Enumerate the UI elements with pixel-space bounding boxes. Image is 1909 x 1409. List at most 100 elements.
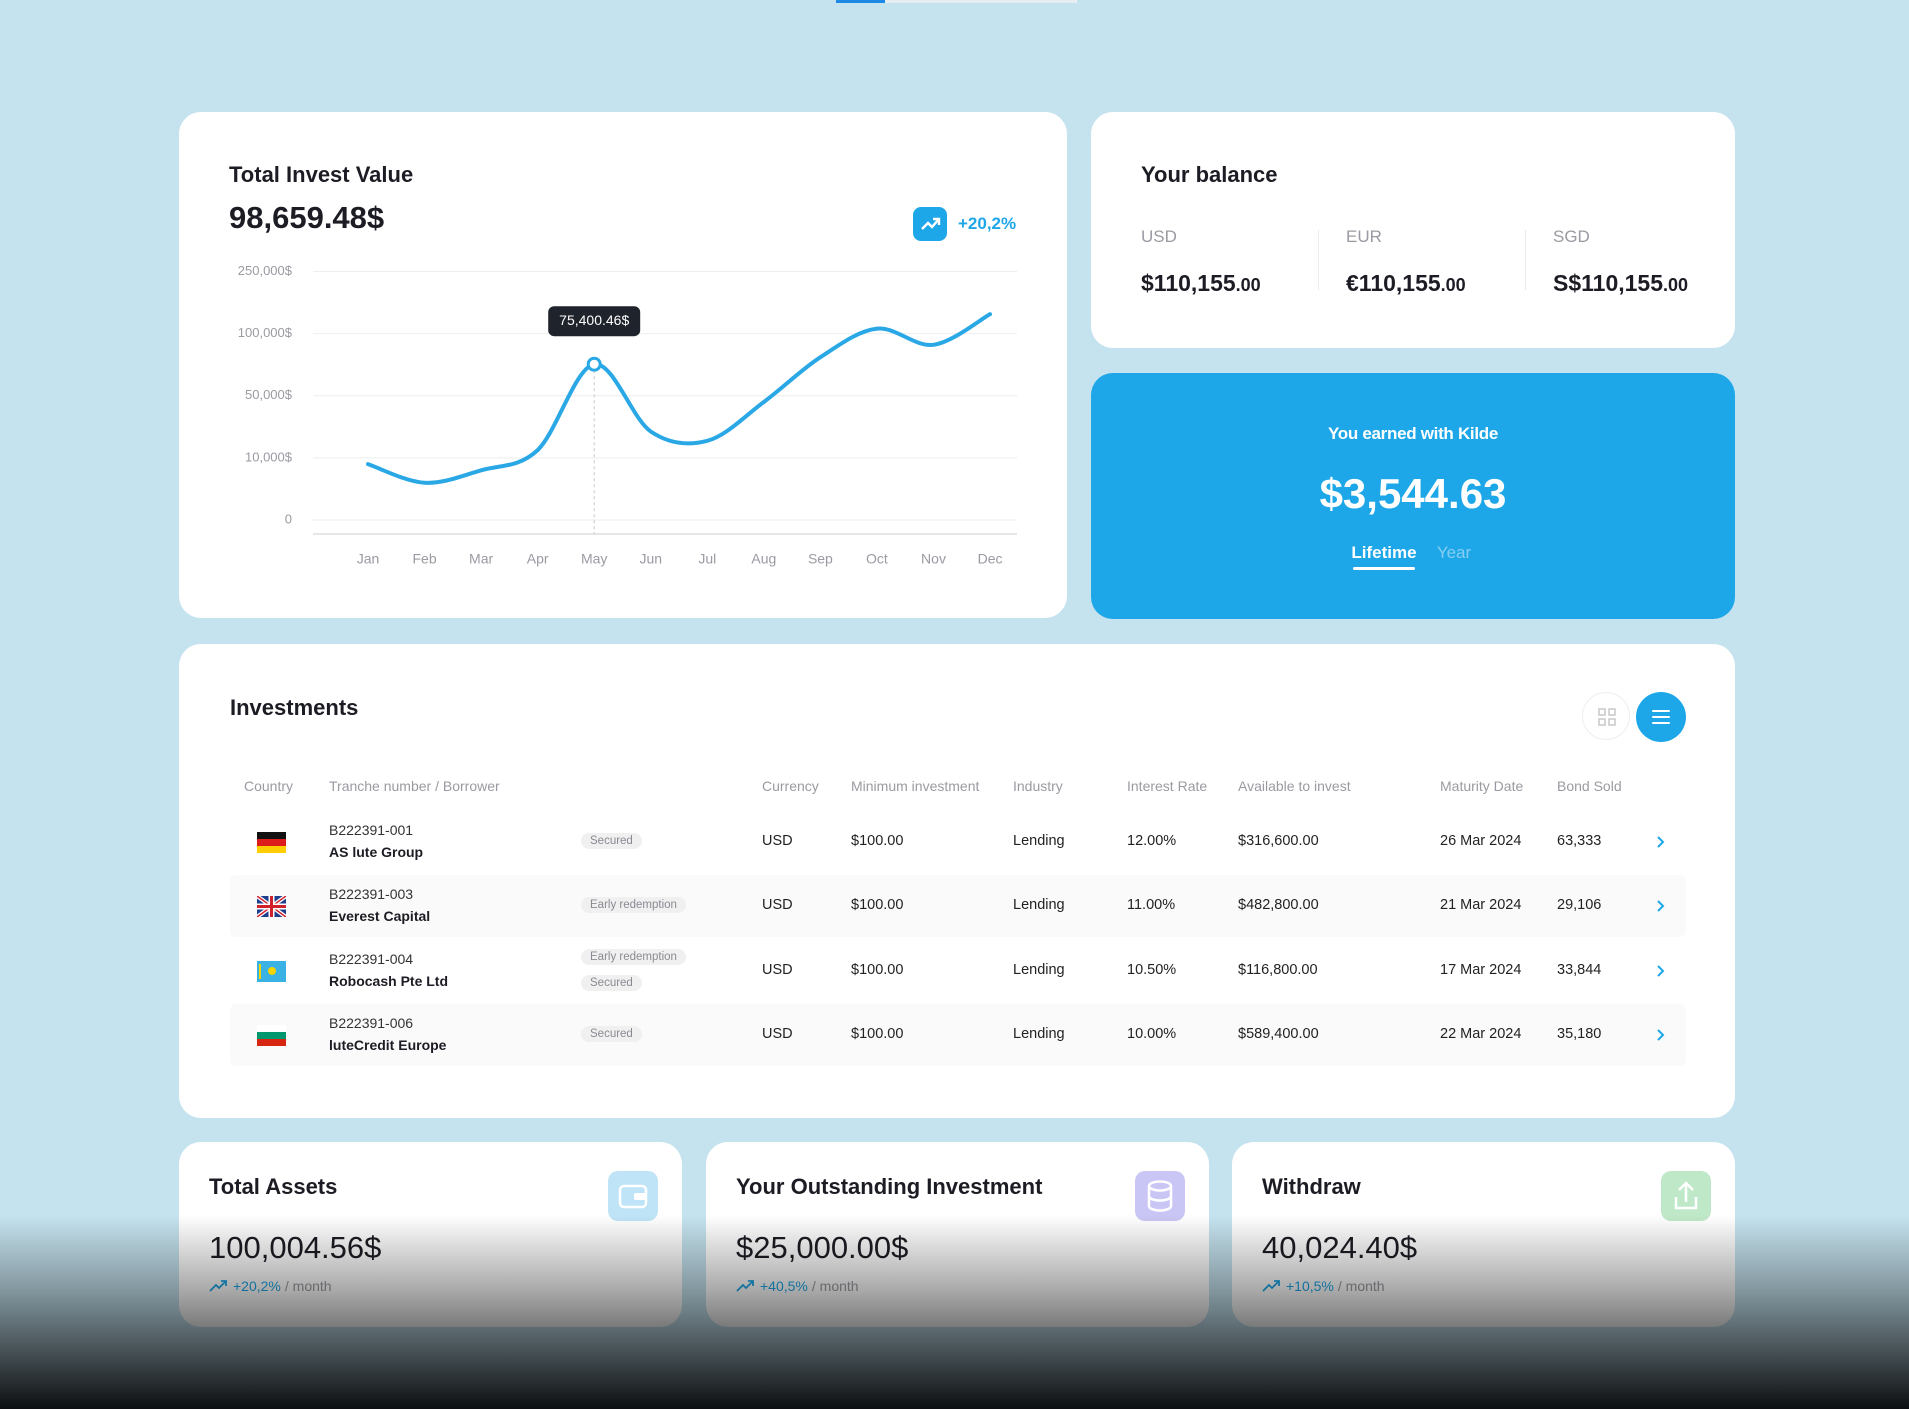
line-chart: 0 10,000$ 50,000$ 100,000$ 250,000$ Jan Feb Mar… — [238, 263, 1017, 567]
card-change: +10,5% / month — [1262, 1278, 1385, 1294]
icon-part — [1657, 836, 1665, 848]
country-flag — [257, 1024, 286, 1046]
icon-part — [268, 966, 276, 975]
icon-part — [1262, 1280, 1280, 1292]
y-tick-label: 250,000$ — [238, 263, 293, 278]
icon-part — [1657, 836, 1665, 848]
tag: Secured — [581, 833, 642, 849]
row-open[interactable] — [1653, 897, 1669, 915]
tag: Secured — [581, 974, 642, 991]
currency-amount: S$110,155 — [1553, 270, 1664, 296]
row-open[interactable] — [1653, 962, 1669, 980]
list-view-button[interactable] — [1636, 692, 1686, 742]
cell-available: $589,400.00 — [1238, 1025, 1319, 1042]
icon-part — [1147, 1180, 1173, 1212]
icon-part — [257, 832, 286, 853]
icon-part — [921, 217, 941, 230]
balance-card: Your balance USD $110,155.00 EUR €110,155.00… — [1091, 112, 1735, 348]
card-value: 40,024.40$ — [1262, 1230, 1418, 1265]
x-tick-label: Feb — [412, 551, 436, 567]
cell-currency: USD — [762, 1025, 793, 1042]
x-tick-label: Mar — [469, 551, 493, 567]
icon-part — [1652, 710, 1670, 724]
grid-view-button[interactable] — [1582, 692, 1630, 740]
tranche-number: B222391-004 — [329, 950, 414, 967]
tranche-number: B222391-006 — [329, 1014, 414, 1031]
icon-part — [1608, 708, 1616, 716]
column-header: Tranche number / Borrower — [329, 778, 500, 794]
data-line — [366, 312, 993, 485]
card-title: Total Invest Value — [229, 162, 414, 187]
x-tick-label: Nov — [921, 551, 946, 567]
icon-part — [1657, 1029, 1665, 1041]
period-tab[interactable]: Lifetime — [1351, 543, 1417, 562]
tranche-number: B222391-003 — [329, 886, 414, 903]
icon-part — [634, 1193, 646, 1200]
y-tick-label: 100,000$ — [238, 325, 293, 340]
cell-rate: 12.00% — [1127, 833, 1177, 849]
country-flag — [255, 894, 288, 919]
icon-part — [257, 1031, 286, 1039]
earned-amount: $3,544.63 — [1319, 470, 1507, 517]
tranche-number: B222391-001 — [329, 822, 414, 838]
icon-part — [618, 1184, 648, 1209]
currency-amount: €110,155 — [1346, 270, 1441, 296]
row-open[interactable] — [1653, 833, 1669, 851]
x-tick-label: Jul — [698, 551, 716, 567]
currency-value: €110,155.00 — [1346, 270, 1466, 297]
currency-cents: .00 — [1663, 275, 1689, 295]
icon-part — [209, 1280, 227, 1292]
card-value: 100,004.56$ — [209, 1230, 382, 1265]
cell-available: $116,800.00 — [1238, 961, 1318, 978]
x-tick-label: May — [581, 551, 607, 567]
column-header: Minimum investment — [851, 778, 980, 794]
y-tick-label: 50,000$ — [245, 387, 293, 402]
column-header: Country — [244, 778, 294, 794]
icon-part — [257, 1024, 286, 1032]
icon-part — [1598, 718, 1606, 726]
period-tab[interactable]: Year — [1436, 543, 1472, 562]
card-value: $25,000.00$ — [736, 1230, 909, 1265]
x-tick-label: Sep — [808, 551, 833, 567]
card-title: Your balance — [1141, 162, 1278, 187]
x-tick-label: Apr — [527, 551, 549, 567]
icon-part — [259, 963, 261, 979]
borrower: AS lute Group — [329, 844, 424, 860]
cell-industry: Lending — [1013, 833, 1065, 849]
icon-part — [1598, 708, 1606, 716]
card-title: Total Assets — [209, 1174, 338, 1199]
investments-card: Investments Country Tranche number / Borro… — [179, 644, 1735, 1118]
x-tick-label: Jun — [639, 551, 662, 567]
country-flag — [257, 960, 286, 982]
cell-available: $482,800.00 — [1238, 897, 1319, 914]
cell-sold: 35,180 — [1557, 1025, 1602, 1042]
y-tick-label: 10,000$ — [245, 449, 293, 464]
change-value: +20,2% — [233, 1278, 281, 1294]
separator — [1525, 230, 1526, 290]
cell-industry: Lending — [1013, 897, 1065, 914]
card-title: Withdraw — [1262, 1174, 1361, 1199]
column-header: Industry — [1013, 778, 1063, 794]
top-tab — [885, 0, 1077, 3]
icon-part — [1657, 964, 1665, 977]
cell-rate: 10.00% — [1127, 1025, 1177, 1042]
column-header: Currency — [762, 778, 819, 794]
icon-part — [736, 1280, 754, 1292]
cell-minimum: $100.00 — [851, 961, 904, 978]
cell-industry: Lending — [1013, 961, 1065, 978]
cell-minimum: $100.00 — [851, 1025, 904, 1042]
cell-rate: 10.50% — [1127, 961, 1177, 978]
cell-rate: 11.00% — [1127, 897, 1176, 914]
row-background — [230, 875, 1686, 938]
row-open[interactable] — [1653, 1026, 1669, 1044]
icon-part — [257, 846, 286, 853]
trend-icon — [913, 207, 947, 241]
icon-part — [1147, 1180, 1173, 1192]
column-header: Interest Rate — [1127, 778, 1208, 794]
x-tick-label: Aug — [751, 551, 776, 567]
icon-part — [257, 896, 286, 918]
summary-card: Your Outstanding Investment $25,000.00$ +4… — [706, 1142, 1209, 1327]
card-icon — [1135, 1171, 1185, 1221]
icon-part — [1262, 1280, 1280, 1292]
